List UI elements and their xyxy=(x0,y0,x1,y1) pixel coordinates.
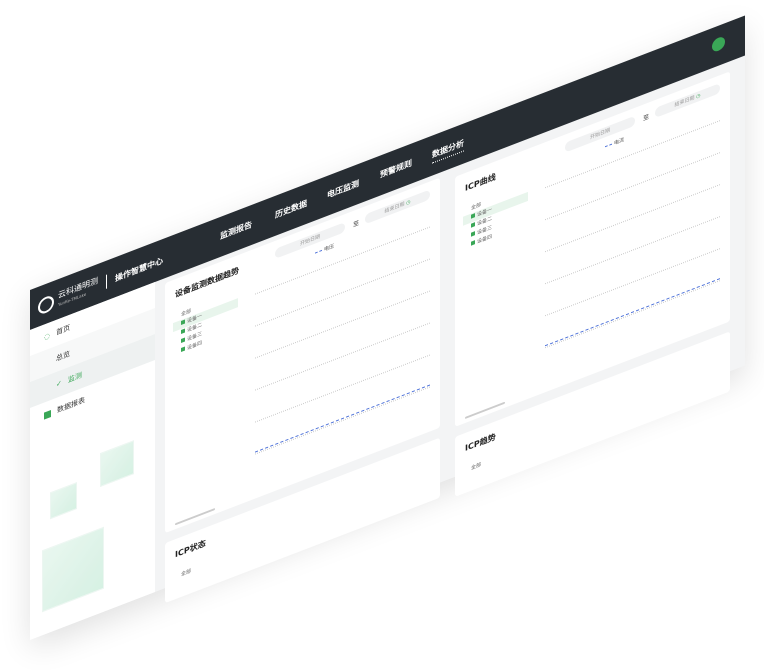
checkbox-icon xyxy=(471,240,475,246)
start-date-input[interactable]: 开始日期 xyxy=(565,115,635,153)
report-icon xyxy=(44,409,51,420)
series-line xyxy=(255,384,430,453)
sidebar-item-label: 首页 xyxy=(56,323,71,337)
gridline xyxy=(255,322,430,391)
end-date-label: 结束日期 xyxy=(384,201,405,215)
tree-item-label: 全部 xyxy=(471,461,482,472)
checkbox-icon xyxy=(181,319,185,326)
nav-item-alerts[interactable]: 预警规则 xyxy=(380,158,412,180)
gridline xyxy=(545,248,720,317)
decor-cube xyxy=(50,481,77,520)
checkbox-icon xyxy=(181,346,185,353)
calendar-icon: ◷ xyxy=(406,198,411,207)
scrollbar[interactable] xyxy=(465,401,505,420)
decor-cube xyxy=(100,440,134,488)
card-title: ICP状态 xyxy=(175,538,206,560)
tree-item-label: 全部 xyxy=(181,568,192,579)
checkbox-icon xyxy=(471,213,475,219)
legend-item[interactable]: 电压 xyxy=(315,242,334,256)
gridline xyxy=(255,226,430,295)
device-tree: 全部 设备一 设备二 设备三 设备四 xyxy=(173,289,238,359)
gridline xyxy=(545,280,720,349)
avatar[interactable] xyxy=(712,35,725,54)
sidebar: ◌ 首页 总览 ✓ 监测 数据报表 xyxy=(30,282,155,640)
gridline xyxy=(255,290,430,359)
gridline xyxy=(545,216,720,285)
calendar-icon: ◷ xyxy=(696,92,701,101)
check-icon: ✓ xyxy=(56,378,62,390)
sidebar-item-label: 监测 xyxy=(67,371,82,385)
nav-item-reports[interactable]: 监测报告 xyxy=(220,219,252,242)
app-window: 云科通明测 YunKe-TMLake 操作智慧中心 监测报告 历史数据 电压监测 … xyxy=(30,15,745,640)
card-title: ICP曲线 xyxy=(465,172,496,194)
gridline xyxy=(545,184,720,253)
gridline xyxy=(255,386,430,455)
gridline xyxy=(545,120,720,189)
gridline xyxy=(545,152,720,221)
card-title: ICP趋势 xyxy=(465,432,496,454)
checkbox-icon xyxy=(471,231,475,237)
legend-line-icon xyxy=(315,249,322,254)
system-name: 操作智慧中心 xyxy=(115,255,163,283)
legend-item[interactable]: 电流 xyxy=(605,136,624,150)
legend-line-icon xyxy=(605,143,612,148)
end-date-input[interactable]: 结束日期 ◷ xyxy=(655,83,720,119)
range-separator: 至 xyxy=(643,113,650,123)
nav-item-voltage[interactable]: 电压监测 xyxy=(327,178,359,200)
decor-cube xyxy=(42,526,104,613)
series-line xyxy=(545,278,720,347)
checkbox-icon xyxy=(471,222,475,228)
end-date-label: 结束日期 xyxy=(674,94,695,109)
loading-icon: ◌ xyxy=(44,331,51,342)
range-separator: 至 xyxy=(353,219,360,230)
sidebar-item-label: 总览 xyxy=(56,349,70,364)
scrollbar[interactable] xyxy=(175,507,215,526)
gridline xyxy=(255,258,430,327)
sidebar-item-label: 数据报表 xyxy=(57,395,85,415)
nav-item-history[interactable]: 历史数据 xyxy=(275,198,307,220)
checkbox-icon xyxy=(181,337,185,344)
divider xyxy=(106,274,107,289)
gridline xyxy=(255,354,430,423)
device-tree: 全部 设备一 设备二 设备三 设备四 xyxy=(463,183,528,253)
nav-item-analysis[interactable]: 数据分析 xyxy=(432,137,464,164)
logo-icon xyxy=(38,293,54,316)
checkbox-icon xyxy=(181,328,185,335)
legend-label: 电压 xyxy=(324,243,335,254)
legend-label: 电流 xyxy=(614,136,625,147)
brand-name: 云科通明测 YunKe-TMLake xyxy=(58,275,98,308)
